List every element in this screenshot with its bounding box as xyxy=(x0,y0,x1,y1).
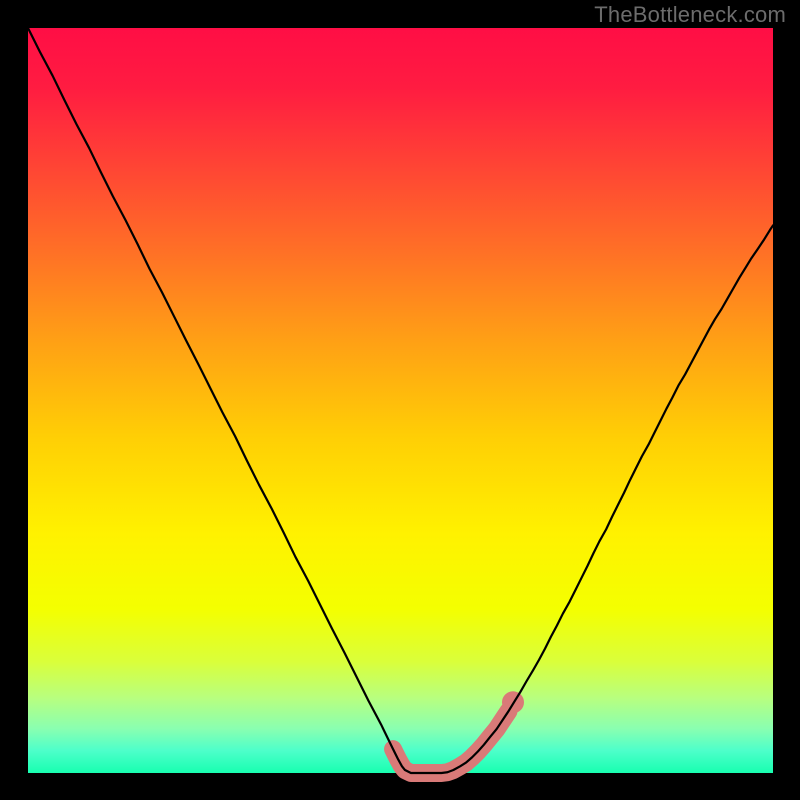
chart-stage: TheBottleneck.com xyxy=(0,0,800,800)
plot-area xyxy=(28,28,773,773)
curve-layer xyxy=(28,28,773,773)
watermark-text: TheBottleneck.com xyxy=(594,2,786,28)
bottleneck-curve xyxy=(28,28,773,773)
valley-marker xyxy=(393,711,508,773)
